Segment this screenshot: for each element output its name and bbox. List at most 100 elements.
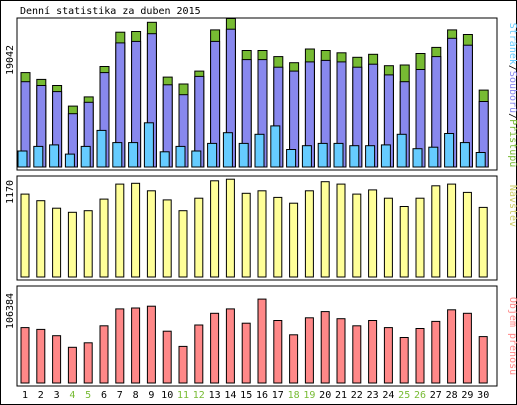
bar-volume-day-6 xyxy=(99,325,109,384)
volume-panel-border xyxy=(16,285,498,387)
bar-visits-day-4 xyxy=(67,211,77,278)
bar-visits-day-3 xyxy=(52,207,62,278)
day-label-5: 5 xyxy=(85,390,91,401)
day-label-10: 10 xyxy=(161,390,173,401)
bar-pages-day-19 xyxy=(301,145,312,168)
bar-visits-day-11 xyxy=(178,210,188,278)
bar-pages-day-27 xyxy=(428,146,439,168)
visits-panel-border xyxy=(16,175,498,281)
bar-pages-day-15 xyxy=(238,142,249,168)
bar-visits-day-30 xyxy=(478,206,488,278)
bar-volume-day-22 xyxy=(352,325,362,384)
legend-hits: Přístupů xyxy=(507,119,517,167)
volume-bars xyxy=(20,298,488,384)
day-label-30: 30 xyxy=(477,390,489,401)
hits-panel-border xyxy=(16,17,498,171)
bar-visits-day-21 xyxy=(336,183,346,278)
bar-volume-day-5 xyxy=(83,342,93,384)
bar-pages-day-30 xyxy=(475,152,486,168)
bar-pages-day-23 xyxy=(365,145,376,168)
visits-legend: Návštěv xyxy=(507,185,517,227)
bar-visits-day-23 xyxy=(368,189,378,278)
bar-visits-day-5 xyxy=(83,210,93,278)
hits-bars xyxy=(17,18,489,168)
day-label-28: 28 xyxy=(446,390,458,401)
bar-pages-day-28 xyxy=(444,133,455,168)
day-label-29: 29 xyxy=(461,390,473,401)
bar-volume-day-29 xyxy=(462,312,472,384)
bar-pages-day-22 xyxy=(349,145,360,168)
hits-y-tick: 19042 xyxy=(5,45,16,75)
bar-pages-day-18 xyxy=(286,149,297,168)
bar-volume-day-23 xyxy=(368,320,378,384)
bar-visits-day-17 xyxy=(273,196,283,278)
hits-legend: Stránek/Souborů/Přístupů xyxy=(507,23,517,168)
bar-visits-day-8 xyxy=(131,182,141,278)
day-label-22: 22 xyxy=(351,390,363,401)
bar-visits-day-15 xyxy=(241,192,251,278)
bar-visits-day-10 xyxy=(162,199,172,278)
day-label-9: 9 xyxy=(148,390,154,401)
bar-pages-day-25 xyxy=(396,133,407,168)
bar-volume-day-16 xyxy=(257,298,267,384)
bar-pages-day-13 xyxy=(207,142,218,168)
day-label-4: 4 xyxy=(69,390,75,401)
bar-pages-day-17 xyxy=(270,125,281,168)
day-label-2: 2 xyxy=(38,390,44,401)
day-label-25: 25 xyxy=(398,390,410,401)
day-label-18: 18 xyxy=(288,390,300,401)
bar-visits-day-7 xyxy=(115,183,125,278)
bar-pages-day-3 xyxy=(49,144,60,168)
bar-volume-day-8 xyxy=(131,307,141,384)
bar-volume-day-12 xyxy=(194,324,204,384)
bar-pages-day-29 xyxy=(459,142,470,168)
day-label-3: 3 xyxy=(54,390,60,401)
bar-pages-day-1 xyxy=(17,150,28,168)
day-label-20: 20 xyxy=(319,390,331,401)
visits-y-tick: 1170 xyxy=(5,180,16,204)
bar-visits-day-27 xyxy=(431,185,441,278)
bar-visits-day-9 xyxy=(146,190,156,278)
bar-pages-day-8 xyxy=(128,142,139,168)
volume-y-tick: 106384 xyxy=(5,293,16,329)
visits-bars xyxy=(20,178,488,278)
day-label-7: 7 xyxy=(117,390,123,401)
bar-volume-day-7 xyxy=(115,308,125,384)
day-label-21: 21 xyxy=(335,390,347,401)
bar-volume-day-9 xyxy=(146,305,156,384)
bar-visits-day-24 xyxy=(383,197,393,278)
bar-visits-day-12 xyxy=(194,197,204,278)
bar-volume-day-10 xyxy=(162,330,172,384)
legend-files: Souborů xyxy=(507,71,517,113)
chart-title: Denní statistika za duben 2015 xyxy=(20,5,201,17)
bar-visits-day-6 xyxy=(99,198,109,278)
bar-volume-day-4 xyxy=(67,346,77,384)
bar-visits-day-22 xyxy=(352,193,362,278)
bar-visits-day-16 xyxy=(257,190,267,278)
bar-pages-day-14 xyxy=(222,132,233,168)
bar-pages-day-20 xyxy=(317,142,328,168)
bar-pages-day-21 xyxy=(333,142,344,168)
bar-pages-day-6 xyxy=(96,129,107,168)
bar-volume-day-2 xyxy=(36,328,46,384)
bar-volume-day-30 xyxy=(478,336,488,384)
day-label-15: 15 xyxy=(240,390,252,401)
legend-pages: Stránek xyxy=(507,23,517,65)
bar-visits-day-18 xyxy=(289,202,299,278)
bar-volume-day-18 xyxy=(289,334,299,384)
bar-volume-day-17 xyxy=(273,320,283,384)
day-label-11: 11 xyxy=(177,390,189,401)
bar-pages-day-9 xyxy=(143,122,154,168)
bar-volume-day-27 xyxy=(431,320,441,384)
bar-visits-day-25 xyxy=(399,206,409,278)
bar-visits-day-19 xyxy=(304,190,314,278)
bar-volume-day-3 xyxy=(52,335,62,384)
day-label-19: 19 xyxy=(303,390,315,401)
bar-volume-day-1 xyxy=(20,327,30,384)
bar-visits-day-13 xyxy=(210,180,220,278)
legend-sep-1: / xyxy=(507,65,517,71)
bar-pages-day-4 xyxy=(64,153,75,168)
bar-visits-day-1 xyxy=(20,193,30,278)
legend-sep-2: / xyxy=(507,113,517,119)
